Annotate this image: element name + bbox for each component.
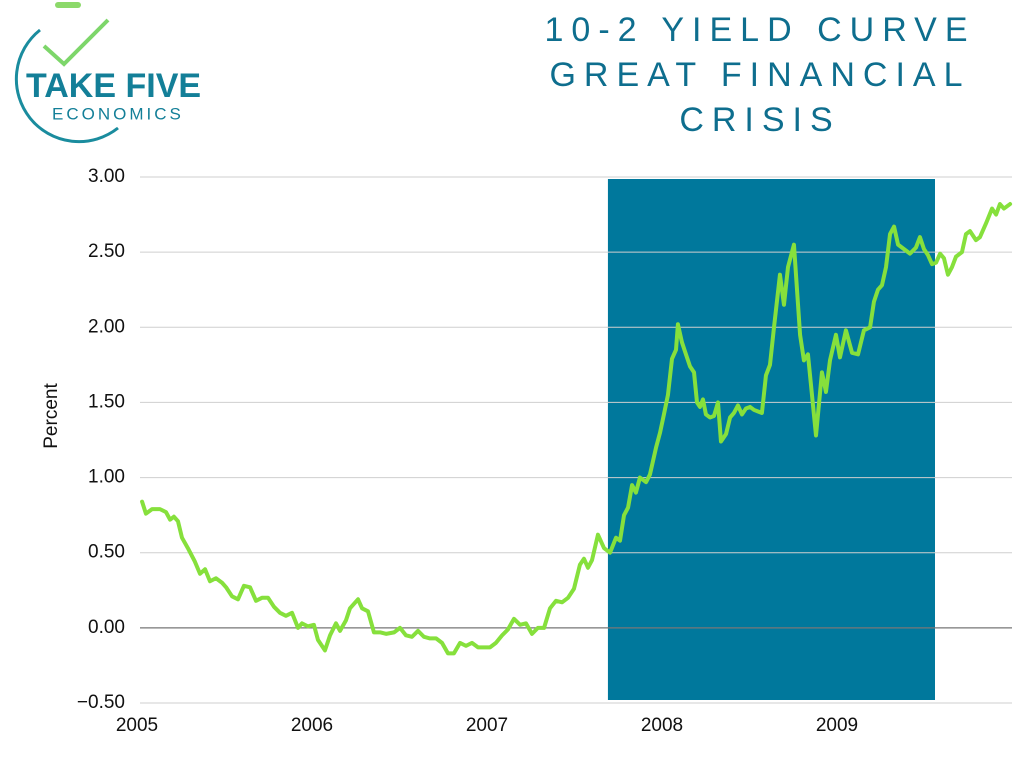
y-axis-label: Percent: [41, 383, 62, 449]
line-series: [140, 202, 1013, 656]
y-tick-label: −0.50: [77, 692, 125, 713]
x-tick-label: 2007: [466, 715, 508, 736]
y-tick-label: 0.00: [88, 617, 125, 638]
x-tick-label: 2005: [116, 715, 158, 736]
logo: TAKE FIVE ECONOMICS: [14, 2, 201, 144]
y-tick-label: 0.50: [88, 542, 125, 563]
logo-stopwatch-button: [55, 2, 81, 8]
x-tick-label: 2008: [641, 715, 683, 736]
shaded-region: [607, 179, 935, 700]
y-tick-label: 3.00: [88, 166, 125, 187]
logo-subtitle: ECONOMICS: [52, 104, 184, 123]
chart-title: 10-2 YIELD CURVE: [545, 11, 976, 49]
y-tick-label: 2.00: [88, 316, 125, 337]
y-tick-label: 1.00: [88, 467, 125, 488]
chart-title: GREAT FINANCIAL: [549, 56, 970, 94]
chart-title: CRISIS: [679, 101, 840, 139]
x-tick-label: 2006: [291, 715, 333, 736]
logo-check: [42, 18, 110, 67]
y-tick-label: 2.50: [88, 241, 125, 262]
logo-ring: [14, 28, 119, 144]
y-tick-label: 1.50: [88, 391, 125, 412]
logo-title: TAKE FIVE: [26, 67, 201, 105]
x-tick-label: 2009: [816, 715, 858, 736]
